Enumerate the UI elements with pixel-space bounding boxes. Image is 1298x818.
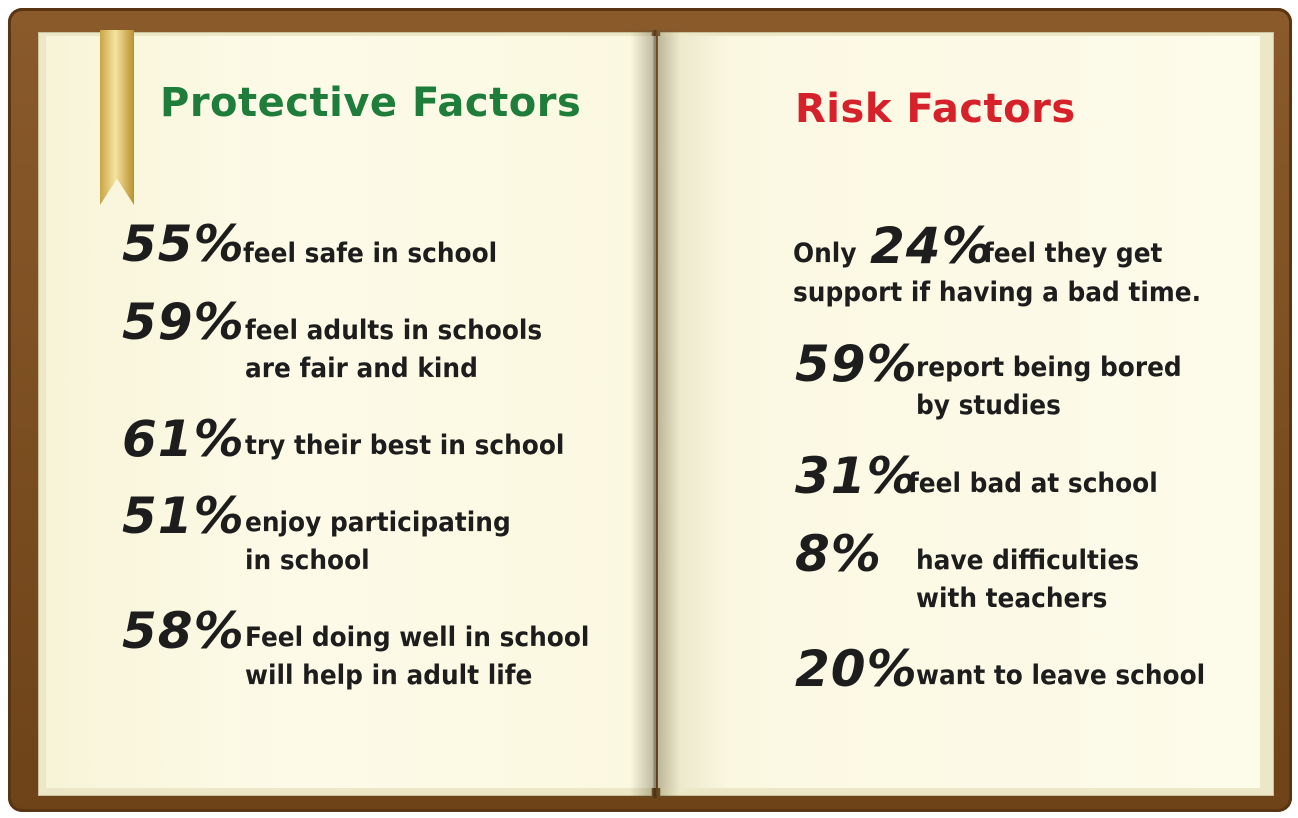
percentage: 59% xyxy=(122,293,245,351)
description: with teachers xyxy=(916,583,1107,614)
description: Feel doing well in school xyxy=(245,622,589,653)
description: support if having a bad time. xyxy=(793,277,1201,308)
right-title: Risk Factors xyxy=(795,86,1076,132)
description: will help in adult life xyxy=(245,660,532,691)
description: are fair and kind xyxy=(245,353,478,384)
bookmark xyxy=(100,30,134,205)
description: feel bad at school xyxy=(908,468,1158,499)
description: try their best in school xyxy=(245,430,564,461)
prefix: Only xyxy=(793,238,857,269)
description: in school xyxy=(245,545,370,576)
description: enjoy participating xyxy=(245,507,511,538)
percentage: 58% xyxy=(122,602,245,660)
percentage: 8% xyxy=(795,525,882,583)
description: by studies xyxy=(916,390,1061,421)
description: report being bored xyxy=(916,352,1182,383)
description: have difficulties xyxy=(916,545,1139,576)
percentage: 61% xyxy=(122,410,245,468)
description: feel adults in schools xyxy=(245,315,542,346)
percentage: 51% xyxy=(122,487,245,545)
left-title: Protective Factors xyxy=(160,80,581,126)
percentage: 20% xyxy=(795,640,918,698)
percentage: 24% xyxy=(870,217,993,275)
percentage: 31% xyxy=(795,447,918,505)
spine xyxy=(630,30,680,798)
description: feel they get xyxy=(983,238,1162,269)
description: want to leave school xyxy=(916,660,1205,691)
percentage: 55% xyxy=(122,215,245,273)
page: {"left": {"title": "Protective Factors",… xyxy=(0,0,1298,818)
description: feel safe in school xyxy=(243,238,497,269)
percentage: 59% xyxy=(795,335,918,393)
